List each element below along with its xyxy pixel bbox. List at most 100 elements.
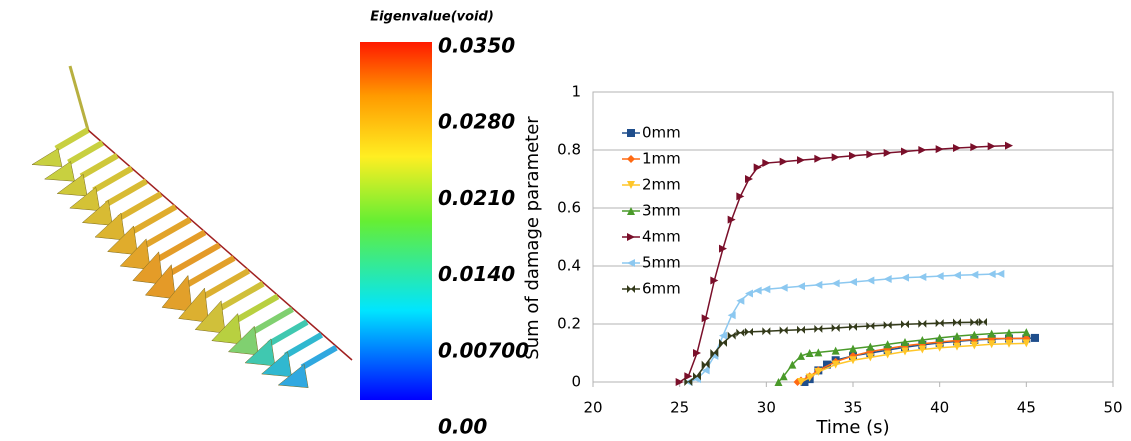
point [780, 284, 788, 292]
arrow-shaft [119, 194, 161, 218]
point [953, 271, 961, 279]
arrow-shaft [94, 168, 132, 190]
point [849, 152, 857, 160]
arrow-shaft [56, 130, 88, 149]
colorbar-tick-label: 0.00700 [438, 338, 529, 362]
legend-marker [627, 233, 635, 241]
y-axis-label: Sum of damage parameter [522, 116, 543, 360]
point [901, 274, 909, 282]
arrow-shaft [236, 296, 278, 320]
arrow-shaft [286, 335, 322, 356]
point [1031, 334, 1039, 342]
point [901, 320, 909, 328]
legend-label: 6mm [642, 280, 681, 298]
arrow-shaft [69, 143, 103, 163]
arrow-shaft [269, 322, 307, 344]
point [797, 156, 805, 164]
arrow-head [32, 149, 62, 167]
point [936, 272, 944, 280]
point [901, 147, 909, 155]
point [719, 339, 727, 347]
point [814, 325, 822, 333]
point [814, 281, 822, 289]
point [728, 332, 736, 340]
x-tick-label: 40 [930, 399, 949, 417]
point [702, 361, 710, 369]
colorbar-tick-label: 0.00 [438, 415, 487, 439]
point [797, 352, 805, 360]
legend-label: 5mm [642, 254, 681, 272]
point [797, 282, 805, 290]
point [814, 155, 822, 163]
arrow-shaft [81, 156, 117, 177]
legend-label: 4mm [642, 228, 681, 246]
point [745, 328, 753, 336]
colorbar-tick-label: 0.0210 [438, 186, 515, 210]
figure: Eigenvalue(void) Sum of damage parameter… [0, 0, 1131, 441]
y-tick-label: 0.8 [557, 141, 581, 159]
point [762, 285, 770, 293]
x-tick-label: 20 [583, 399, 602, 417]
point [1005, 142, 1013, 150]
arrow-shaft [132, 207, 176, 232]
legend-label: 3mm [642, 202, 681, 220]
point [849, 278, 857, 286]
colorbar-tick-label: 0.0280 [438, 110, 515, 134]
point [719, 332, 727, 340]
point [866, 322, 874, 330]
arrow-field [32, 66, 352, 388]
point [884, 275, 892, 283]
point [832, 279, 840, 287]
point [918, 273, 926, 281]
point [884, 321, 892, 329]
x-tick-label: 35 [843, 399, 862, 417]
legend-marker [627, 129, 635, 137]
point [780, 326, 788, 334]
point [996, 270, 1004, 278]
x-tick-label: 25 [670, 399, 689, 417]
y-tick-label: 0.4 [557, 257, 581, 275]
point [866, 277, 874, 285]
colorbar-title: Eigenvalue(void) [370, 10, 494, 25]
point [970, 271, 978, 279]
point [953, 319, 961, 327]
point [918, 320, 926, 328]
x-tick-label: 50 [1103, 399, 1122, 417]
point [988, 142, 996, 150]
point [762, 327, 770, 335]
y-tick-label: 0.2 [557, 315, 581, 333]
point [736, 297, 744, 305]
point [684, 378, 692, 386]
point [832, 324, 840, 332]
arrow-shaft [106, 181, 146, 204]
point [936, 145, 944, 153]
colorbar-tick-label: 0.0350 [438, 34, 515, 58]
point [988, 270, 996, 278]
point [970, 318, 978, 326]
point [953, 144, 961, 152]
arrow-shaft [252, 309, 292, 332]
x-tick-label: 30 [757, 399, 776, 417]
legend-label: 2mm [642, 176, 681, 194]
point [754, 163, 762, 171]
legend-marker [627, 155, 635, 163]
page: Eigenvalue(void) Sum of damage parameter… [0, 0, 1131, 441]
point [832, 153, 840, 161]
point [736, 329, 744, 337]
colorbar-tick-label: 0.0140 [438, 262, 515, 286]
point [762, 159, 770, 167]
point [936, 319, 944, 327]
arrow-shaft [219, 284, 263, 309]
y-tick-label: 1 [571, 83, 581, 101]
x-tick-label: 45 [1017, 399, 1036, 417]
arrow-shaft [302, 348, 336, 368]
legend-marker [627, 285, 635, 293]
point [780, 158, 788, 166]
x-axis-label: Time (s) [815, 417, 889, 438]
point [754, 287, 762, 295]
y-tick-label: 0 [571, 373, 581, 391]
point [979, 318, 987, 326]
point [736, 192, 744, 200]
y-tick-label: 0.6 [557, 199, 581, 217]
point [918, 146, 926, 154]
